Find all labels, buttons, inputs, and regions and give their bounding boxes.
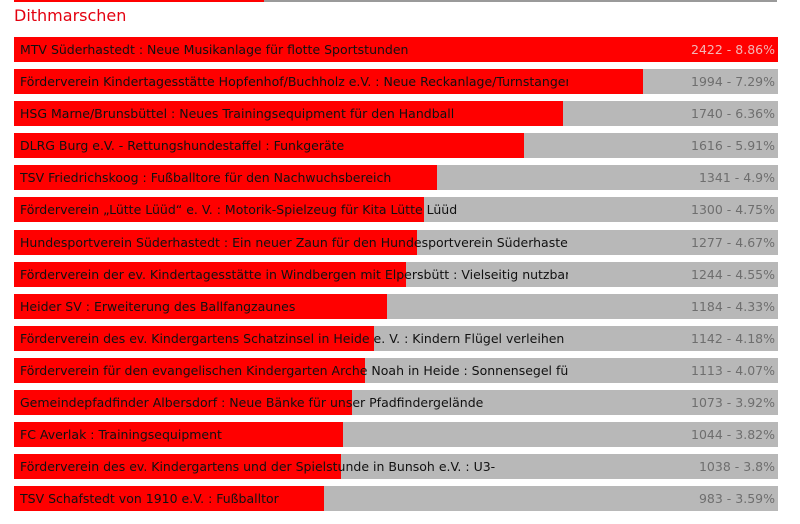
bar-label: Förderverein des ev. Kindergartens und d… bbox=[20, 459, 496, 475]
bar-row[interactable]: Förderverein „Lütte Lüüd“ e. V. : Motori… bbox=[14, 197, 778, 223]
bar-fill bbox=[14, 69, 643, 95]
bar-value-label: 1142 - 4.18% bbox=[691, 330, 775, 346]
bar-value-label: 1073 - 3.92% bbox=[691, 395, 775, 411]
bar-value-label: 1113 - 4.07% bbox=[691, 362, 775, 378]
bar-value-label: 1300 - 4.75% bbox=[691, 202, 775, 218]
bar-fill bbox=[14, 357, 366, 383]
bar-row[interactable]: Hundesportverein Süderhastedt : Ein neue… bbox=[14, 229, 778, 255]
bar-fill bbox=[14, 261, 407, 287]
region-title: Dithmarschen bbox=[14, 6, 127, 25]
bar-label: MTV Süderhastedt : Neue Musikanlage für … bbox=[20, 42, 409, 57]
bar-label: Heider SV : Erweiterung des Ballfangzaun… bbox=[20, 298, 296, 314]
bar-row[interactable]: Förderverein für den evangelischen Kinde… bbox=[14, 357, 778, 383]
bar-fill bbox=[14, 37, 778, 62]
bar-label: Förderverein Kindertagesstätte Hopfenhof… bbox=[20, 74, 568, 90]
bar-fill bbox=[14, 133, 524, 159]
bar-label: Gemeindepfadfinder Albersdorf : Neue Bän… bbox=[20, 395, 484, 411]
bar-label: Förderverein für den evangelischen Kinde… bbox=[20, 362, 568, 378]
bar-row[interactable]: HSG Marne/Brunsbüttel : Neues Trainingse… bbox=[14, 101, 778, 127]
bar-row[interactable]: Heider SV : Erweiterung des Ballfangzaun… bbox=[14, 293, 778, 319]
bar-label: TSV Schafstedt von 1910 e.V. : Fußballto… bbox=[20, 491, 279, 507]
bar-label: Förderverein des ev. Kindergartens Schat… bbox=[20, 330, 568, 346]
bar-label: Förderverein der ev. Kindertagesstätte i… bbox=[20, 266, 568, 282]
top-divider-accent bbox=[14, 0, 264, 2]
bar-row[interactable]: FC Averlak : Trainingsequipment 1044 - 3.… bbox=[14, 422, 778, 448]
bar-label: HSG Marne/Brunsbüttel : Neues Trainingse… bbox=[20, 106, 455, 122]
bar-value-label: 1244 - 4.55% bbox=[691, 266, 775, 282]
bar-row[interactable]: Förderverein der ev. Kindertagesstätte i… bbox=[14, 261, 778, 287]
bar-value-label: 983 - 3.59% bbox=[698, 491, 775, 507]
bar-fill bbox=[14, 454, 342, 480]
bar-row[interactable]: Förderverein des ev. Kindergartens und d… bbox=[14, 454, 778, 480]
bar-row[interactable]: DLRG Burg e.V. - Rettungshundestaffel : … bbox=[14, 133, 778, 159]
bar-fill bbox=[14, 101, 563, 127]
bar-fill bbox=[14, 229, 417, 255]
bar-fill bbox=[14, 165, 437, 191]
bar-row[interactable]: TSV Schafstedt von 1910 e.V. : Fußballto… bbox=[14, 486, 778, 512]
bar-label: TSV Friedrichskoog : Fußballtore für den… bbox=[20, 170, 392, 186]
bar-value-label: 1341 - 4.9% bbox=[698, 170, 775, 186]
bar-row[interactable]: TSV Friedrichskoog : Fußballtore für den… bbox=[14, 165, 778, 191]
bar-value-label: 1616 - 5.91% bbox=[691, 138, 775, 154]
top-divider-line bbox=[14, 0, 777, 2]
bar-value-label: 1038 - 3.8% bbox=[698, 459, 775, 475]
bar-fill bbox=[14, 293, 388, 319]
bar-label: Förderverein „Lütte Lüüd“ e. V. : Motori… bbox=[20, 202, 458, 218]
bar-value-label: 1277 - 4.67% bbox=[691, 234, 775, 250]
bar-label: DLRG Burg e.V. - Rettungshundestaffel : … bbox=[20, 138, 345, 154]
bar-value-label: 1740 - 6.36% bbox=[691, 106, 775, 122]
bar-chart: MTV Süderhastedt : Neue Musikanlage für … bbox=[14, 37, 778, 518]
bar-row[interactable]: MTV Süderhastedt : Neue Musikanlage für … bbox=[14, 37, 778, 62]
bar-row[interactable]: Gemeindepfadfinder Albersdorf : Neue Bän… bbox=[14, 390, 778, 416]
bar-label: Hundesportverein Süderhastedt : Ein neue… bbox=[20, 234, 568, 250]
bar-label: FC Averlak : Trainingsequipment bbox=[20, 427, 222, 443]
bar-row[interactable]: Förderverein Kindertagesstätte Hopfenhof… bbox=[14, 69, 778, 95]
bar-fill bbox=[14, 390, 353, 416]
bar-value-label: 2422 - 8.86% bbox=[691, 42, 775, 57]
bar-value-label: 1184 - 4.33% bbox=[691, 298, 775, 314]
bar-fill bbox=[14, 325, 375, 351]
bar-value-label: 1044 - 3.82% bbox=[691, 427, 775, 443]
bar-fill bbox=[14, 486, 325, 512]
bar-fill bbox=[14, 422, 344, 448]
bar-fill bbox=[14, 197, 425, 223]
bar-value-label: 1994 - 7.29% bbox=[691, 74, 775, 90]
bar-row[interactable]: Förderverein des ev. Kindergartens Schat… bbox=[14, 325, 778, 351]
